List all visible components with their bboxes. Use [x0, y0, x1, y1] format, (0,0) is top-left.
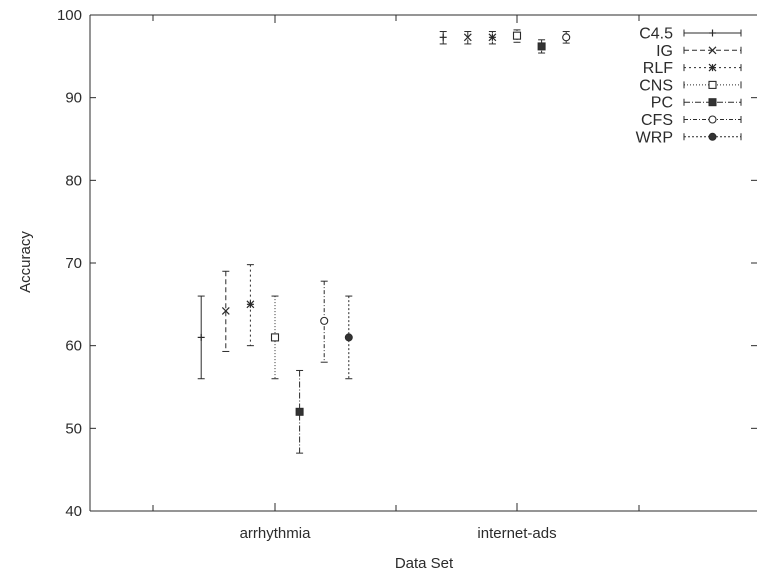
legend-marker: [708, 46, 717, 55]
data-point: [463, 33, 472, 42]
series-c4-5: [197, 31, 447, 380]
series-wrp: [344, 295, 353, 380]
data-point: [295, 407, 304, 416]
legend-label: IG: [656, 43, 673, 60]
legend-label: WRP: [636, 129, 673, 146]
legend-item-cfs: CFS: [641, 112, 742, 129]
data-point: [246, 300, 255, 309]
legend-label: RLF: [643, 60, 673, 77]
y-axis: 40 50 60 70 80 90 100: [57, 7, 757, 520]
legend-item-rlf: RLF: [643, 60, 742, 77]
legend-marker: [708, 80, 717, 89]
series-cfs: [320, 31, 571, 363]
y-tick-label: 40: [65, 503, 82, 520]
y-tick-label: 80: [65, 172, 82, 189]
series-cns: [270, 29, 522, 380]
legend-label: CNS: [639, 77, 673, 94]
data-point: [320, 316, 329, 325]
x-tick-label: arrhythmia: [240, 525, 312, 542]
legend-item-c4-5: C4.5: [639, 26, 742, 43]
series-rlf: [246, 31, 497, 347]
x-axis: arrhythmia internet-ads: [152, 15, 640, 542]
data-point: [512, 31, 522, 40]
series-pc: [295, 39, 546, 454]
series-layer: [197, 29, 571, 454]
y-tick-label: 100: [57, 7, 82, 24]
legend-marker: [709, 29, 716, 37]
y-tick-label: 60: [65, 338, 82, 355]
legend-marker: [708, 115, 717, 124]
legend-marker: [708, 132, 717, 141]
x-axis-title: Data Set: [395, 555, 454, 572]
y-axis-title: Accuracy: [17, 231, 34, 293]
legend-marker: [708, 98, 717, 107]
data-point: [562, 33, 571, 42]
data-point: [439, 33, 447, 41]
legend-item-ig: IG: [656, 43, 742, 60]
data-point: [488, 33, 497, 42]
series-ig: [221, 31, 472, 352]
data-point: [537, 42, 546, 51]
y-tick-label: 50: [65, 420, 82, 437]
legend-marker: [708, 63, 717, 72]
data-point: [270, 333, 280, 342]
legend-item-wrp: WRP: [636, 129, 742, 146]
y-tick-label: 90: [65, 90, 82, 107]
legend-item-cns: CNS: [639, 77, 742, 94]
legend-item-pc: PC: [651, 95, 742, 112]
data-point: [197, 333, 205, 341]
legend-label: PC: [651, 95, 673, 112]
data-point: [221, 307, 230, 315]
x-tick-label: internet-ads: [477, 525, 556, 542]
data-point: [344, 333, 353, 342]
legend-label: C4.5: [639, 26, 673, 43]
legend-label: CFS: [641, 112, 673, 129]
y-tick-label: 70: [65, 255, 82, 272]
